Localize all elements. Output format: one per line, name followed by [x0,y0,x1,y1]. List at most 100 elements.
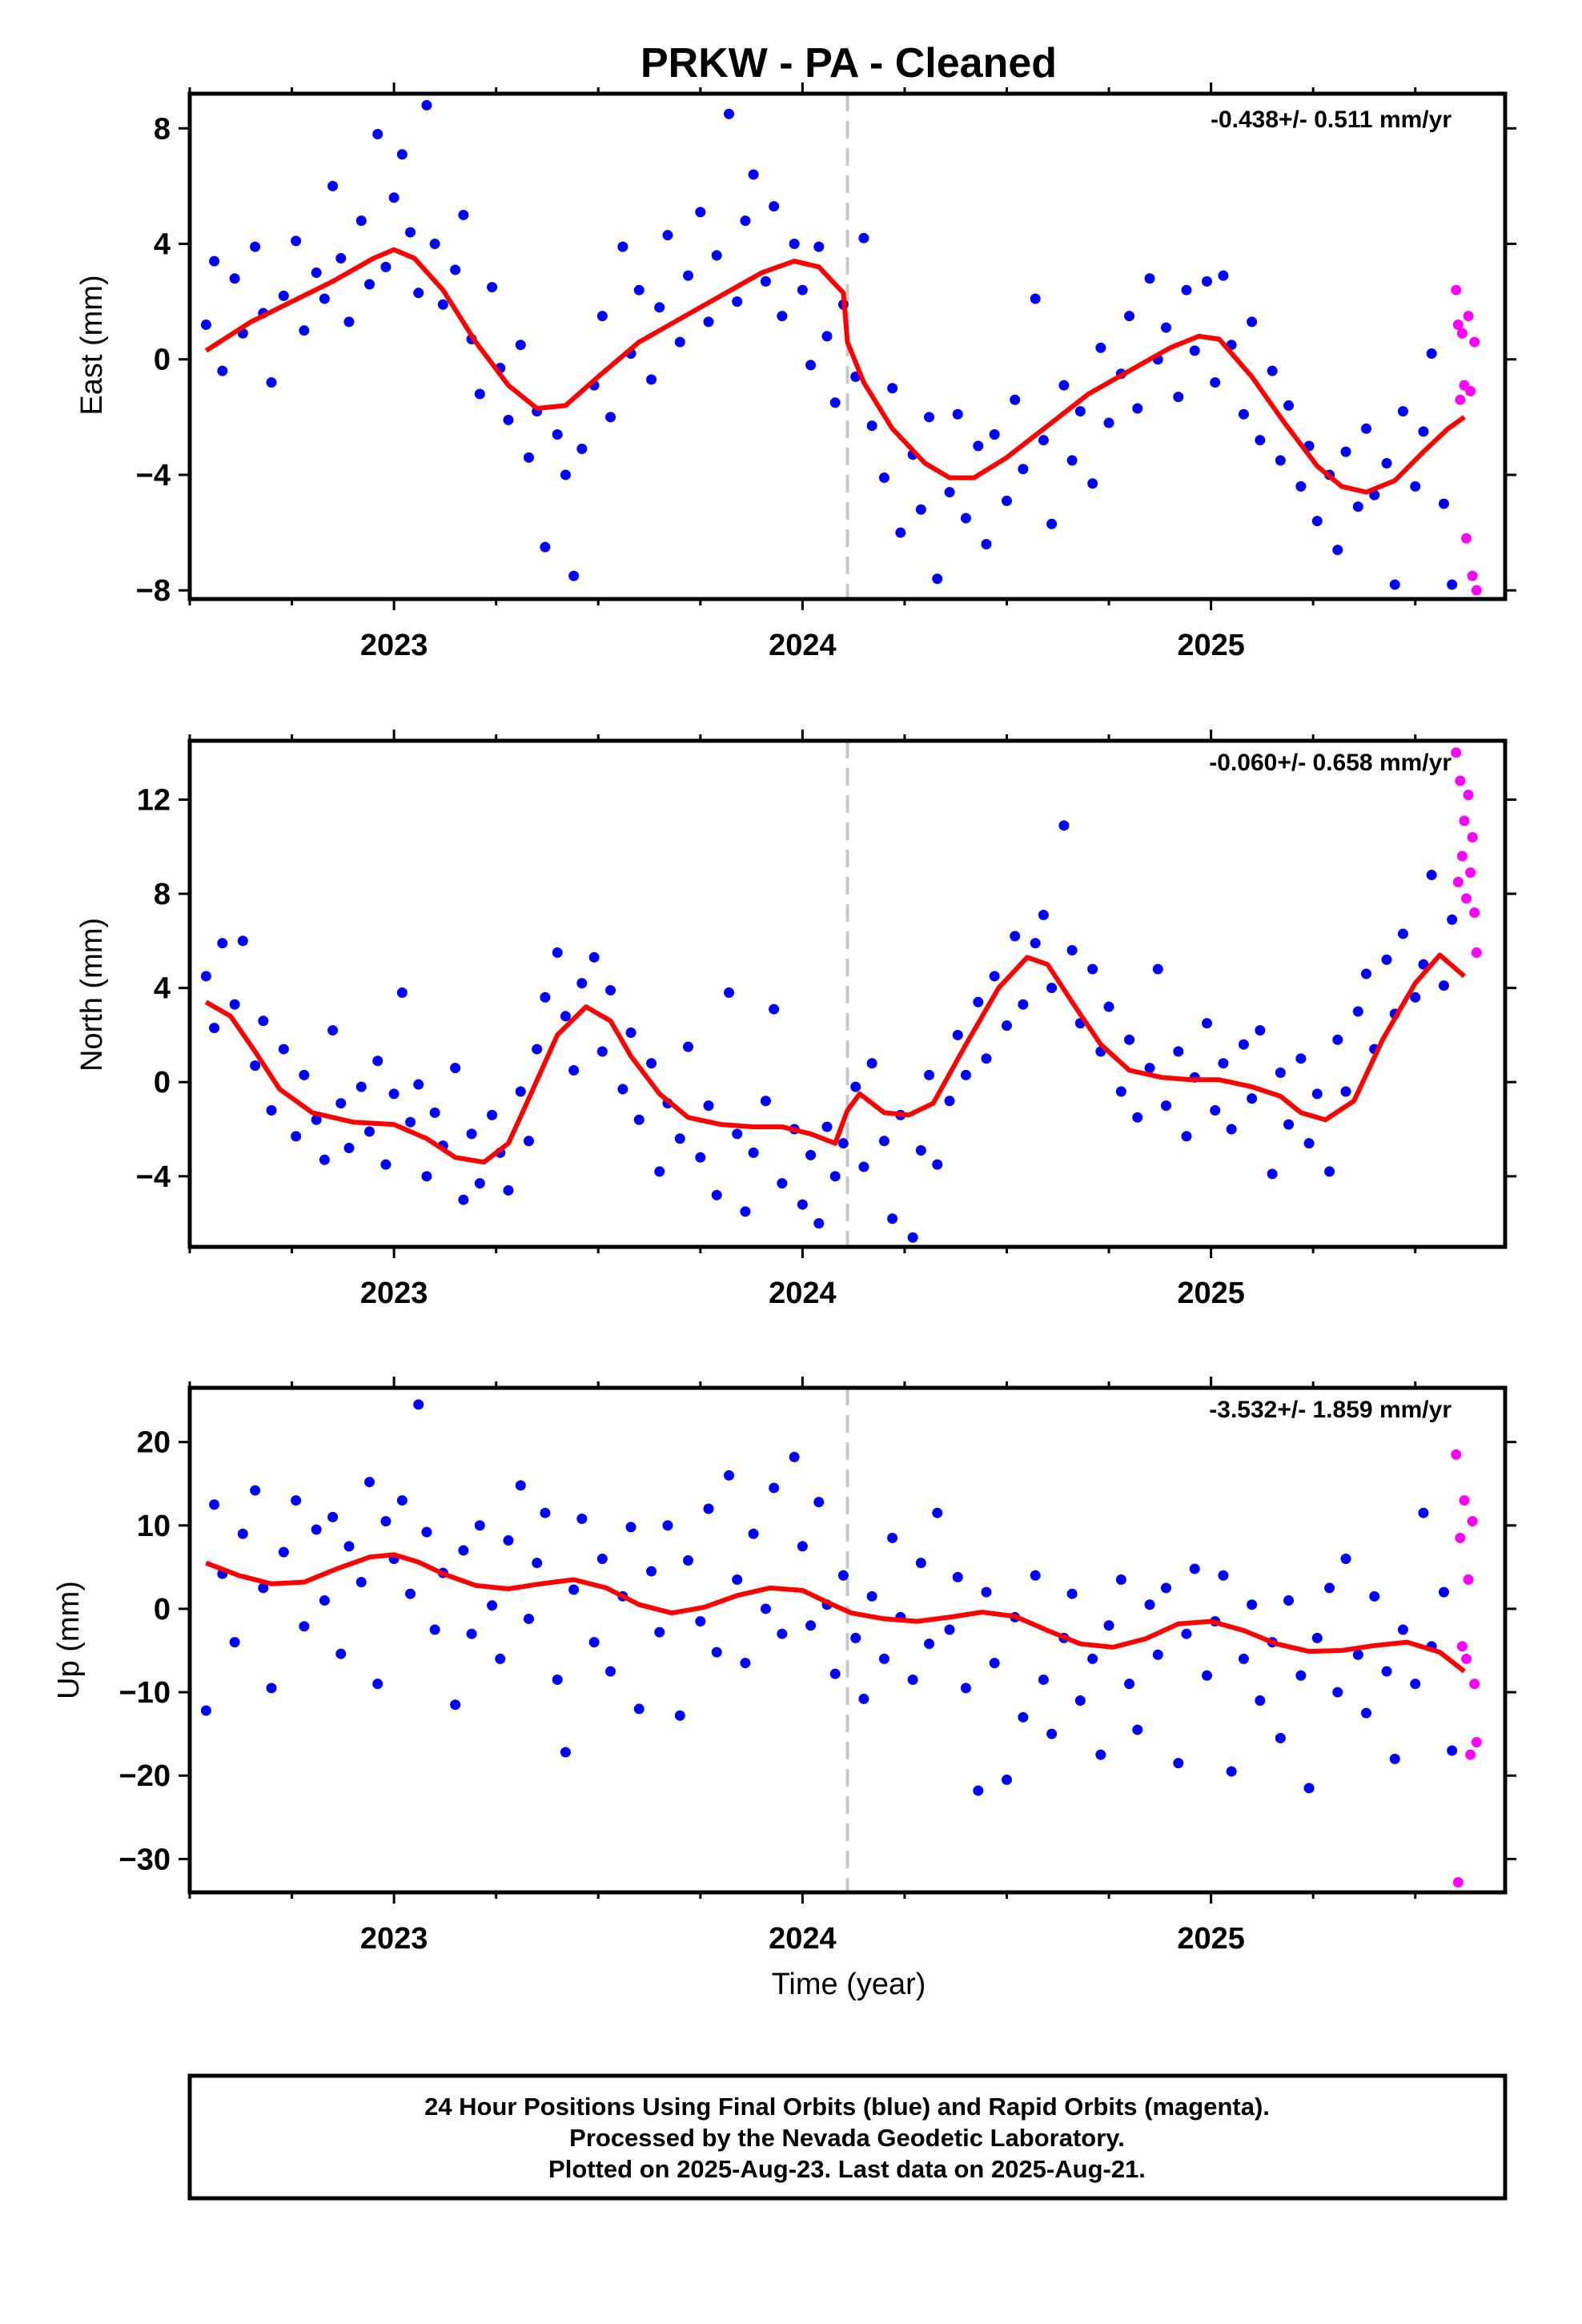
up-rapid-point [1467,1516,1478,1527]
east-final-point [380,261,391,272]
north-final-point [1418,959,1429,970]
east-final-point [1202,275,1213,287]
up-final-point [866,1590,877,1602]
north-final-point [1103,1001,1114,1012]
up-final-point [952,1571,963,1582]
north-final-point [209,1023,220,1034]
up-final-point [915,1558,926,1569]
north-final-point [1340,1086,1351,1097]
east-final-point [989,428,1000,440]
east-rate-text: -0.438+/- 0.511 mm/yr [1211,107,1452,133]
chart-title: PRKW - PA - Cleaned [640,40,1057,86]
up-final-point [560,1747,571,1758]
east-final-point [266,377,277,388]
east-rapid-point [1465,385,1476,396]
up-final-point [458,1545,469,1556]
east-final-point [1381,458,1392,469]
up-final-point [266,1683,277,1694]
up-final-point [1189,1563,1200,1574]
up-final-point [524,1613,535,1624]
east-final-point [1275,455,1286,466]
east-final-point [355,215,367,227]
east-final-point [413,287,424,299]
north-final-point [1426,870,1437,881]
up-final-point [421,1526,432,1538]
east-final-point [474,388,485,400]
east-plot-area: −8 −4 0 4 8 2023 2024 2025 [136,82,1516,662]
up-rapid-point [1469,1679,1480,1690]
east-final-point [797,284,808,296]
north-final-point [654,1166,665,1177]
east-rapid-point [1463,311,1474,322]
up-final-point [633,1703,644,1715]
north-final-point [907,1232,918,1243]
north-final-point [200,971,211,982]
up-final-point [887,1532,898,1543]
up-final-point [532,1558,543,1569]
north-rapid-point [1459,815,1470,826]
east-final-point [1173,392,1184,403]
north-final-point [805,1149,817,1160]
up-final-point [1369,1590,1380,1602]
east-final-point [1066,455,1078,466]
up-final-point [1410,1679,1421,1690]
north-final-point [837,1138,849,1149]
north-final-point [1267,1168,1278,1180]
east-final-point [683,270,694,281]
east-final-point [319,293,330,304]
east-final-point [932,573,943,585]
north-final-point [1115,1086,1126,1097]
up-rapid-point [1459,1495,1470,1506]
up-final-point [724,1470,735,1481]
north-final-point [250,1060,261,1072]
up-final-point [1202,1670,1213,1681]
east-final-point [821,331,833,342]
north-final-point [732,1128,743,1140]
north-final-point [858,1161,869,1172]
up-y-tick-label: 20 [137,1426,171,1460]
up-final-point [973,1785,984,1796]
up-rapid-point [1455,1532,1466,1543]
up-final-point [878,1653,889,1664]
east-final-point [646,374,657,385]
up-final-point [1046,1728,1058,1739]
north-fit-line [204,952,1466,1165]
up-final-point [503,1535,514,1546]
east-final-point [343,316,355,328]
north-final-point [1144,1063,1155,1074]
up-x-tick-label: 2023 [360,1922,428,1956]
up-final-point [429,1624,440,1635]
east-rapid-point [1469,336,1480,348]
east-rapid-point [1452,319,1464,330]
east-final-point [654,302,665,313]
east-final-point [748,169,759,180]
north-final-point [380,1159,391,1170]
east-final-point [769,201,780,212]
north-final-point [1160,1100,1171,1112]
up-rapid-point [1471,1737,1482,1748]
east-final-point [1030,293,1041,304]
up-final-point [209,1499,220,1510]
north-panel: North (mm) -0.060+/- 0.658 mm/yr −4 0 4 8 12… [75,730,1516,1310]
up-final-point [789,1451,800,1462]
north-final-point [866,1058,877,1069]
east-final-point [887,383,898,394]
up-final-point [1226,1766,1237,1777]
east-final-point [437,299,448,310]
north-final-point [724,987,735,999]
north-final-point [1152,963,1163,975]
north-final-point [1124,1034,1135,1045]
up-final-point [364,1477,375,1488]
east-final-point [1410,480,1421,492]
up-final-point [1352,1649,1363,1660]
east-final-point [732,296,743,308]
north-rapid-point [1451,747,1462,758]
east-final-point [777,311,788,322]
east-final-point [311,267,322,279]
east-final-point [1397,406,1408,417]
east-final-point [540,541,551,553]
up-final-point [319,1595,330,1606]
north-final-point [1361,968,1372,979]
footer-box: 24 Hour Positions Using Final Orbits (bl… [187,2073,1508,2201]
